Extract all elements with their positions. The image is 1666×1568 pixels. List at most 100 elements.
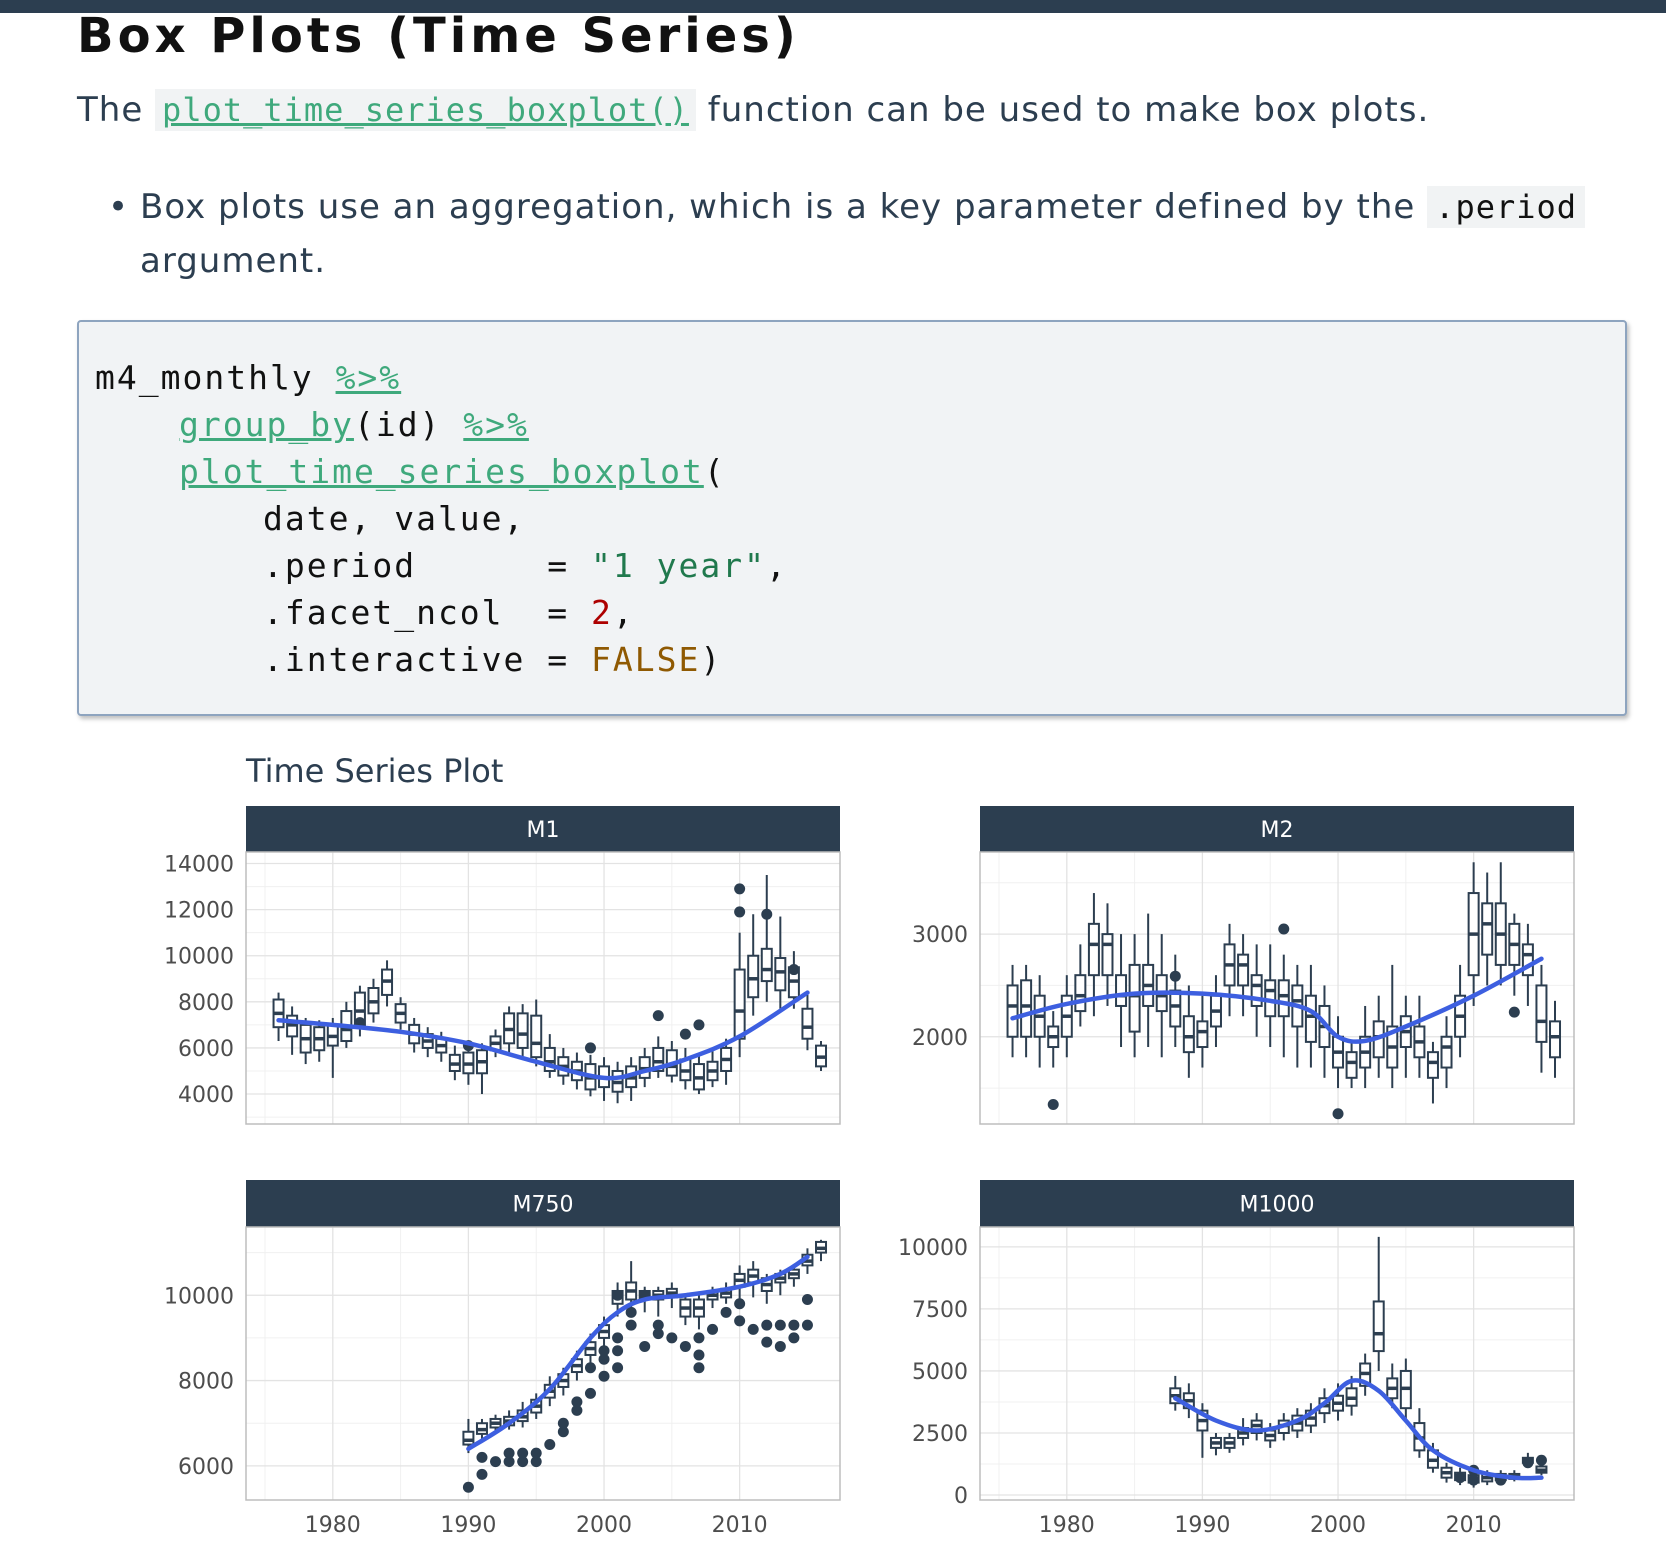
outlier-point <box>734 883 746 895</box>
code-line-4: date, value, <box>263 499 525 538</box>
facet-strip <box>246 806 840 852</box>
plot-background <box>246 1227 840 1500</box>
panel-border <box>979 1226 1575 1501</box>
panel-border <box>245 851 841 1125</box>
box <box>774 957 787 992</box>
outlier-point <box>584 1362 596 1374</box>
box <box>1196 1020 1209 1049</box>
facet-panel-m2: M2 2000 3000 <box>912 806 1575 1125</box>
outlier-point <box>801 1294 813 1306</box>
outlier-point <box>734 1298 746 1310</box>
box <box>1304 994 1317 1043</box>
outlier-point <box>490 1456 502 1468</box>
box <box>1182 1015 1195 1054</box>
chart-title: Time Series Plot <box>245 752 503 790</box>
outlier-point <box>517 1456 529 1468</box>
box <box>1115 974 1128 1007</box>
outlier-point <box>720 1306 732 1318</box>
box <box>1101 933 1114 977</box>
pipe-link[interactable]: %>% <box>335 358 402 397</box>
outlier-point <box>788 1319 800 1331</box>
outlier-point <box>734 1315 746 1327</box>
y-tick-label: 10000 <box>164 945 234 970</box>
outlier-point <box>1454 1472 1466 1484</box>
y-tick-label: 6000 <box>178 1455 234 1480</box>
box <box>760 947 773 983</box>
smooth-line <box>1010 956 1544 1044</box>
y-tick-label: 4000 <box>178 1083 234 1108</box>
outlier-point <box>1508 1006 1520 1018</box>
outlier-point <box>1468 1474 1480 1486</box>
outlier-point <box>801 1319 813 1331</box>
group-by-link[interactable]: group_by <box>179 405 354 444</box>
outlier-point <box>571 1396 583 1408</box>
outlier-point <box>761 1336 773 1348</box>
bullet-dot: • <box>108 187 130 227</box>
outlier-point <box>612 1332 624 1344</box>
bullet-text-before: Box plots use an aggregation, which is a… <box>140 187 1428 227</box>
code-text: date, value, <box>263 499 526 538</box>
outlier-point <box>584 1387 596 1399</box>
outlier-point <box>788 964 800 976</box>
box <box>1237 953 1250 987</box>
box <box>462 1430 475 1446</box>
outlier-point <box>666 1332 678 1344</box>
time-series-boxplot-figure: Time Series Plot M1 4000 6000 8000 10000 12000… <box>164 752 1575 1538</box>
outlier-point <box>517 1447 529 1459</box>
code-number: 2 <box>591 593 613 632</box>
facet-strip-label: M750 <box>513 1193 574 1218</box>
outlier-point <box>652 1328 664 1340</box>
outlier-point <box>612 1289 624 1301</box>
facet-panel-m1: M1 4000 6000 8000 10000 12000 14000 <box>164 806 841 1125</box>
x-tick-label: 2010 <box>1446 1513 1502 1538</box>
box <box>1372 1300 1385 1353</box>
pipe-link[interactable]: %>% <box>463 405 529 444</box>
box <box>1128 963 1141 1033</box>
outlier-point <box>788 1332 800 1344</box>
code-arg-period: .period = <box>263 546 592 585</box>
y-tick-label: 12000 <box>164 899 234 924</box>
y-tick-label: 8000 <box>178 991 234 1016</box>
boxplot-function-link[interactable]: plot_time_series_boxplot <box>179 452 704 491</box>
box <box>1006 984 1019 1038</box>
box <box>747 954 760 999</box>
outlier-point <box>679 1028 691 1040</box>
outlier-point <box>774 1340 786 1352</box>
facet-panel-m750: M750 6000 8000 10000 1980 1990 2000 2010 <box>164 1180 841 1538</box>
y-tick-label: 2500 <box>912 1422 968 1447</box>
outlier-point <box>679 1340 691 1352</box>
function-link[interactable]: plot_time_series_boxplot() <box>155 89 696 131</box>
outlier-point <box>598 1345 610 1357</box>
outlier-point <box>544 1439 556 1451</box>
code-punct: ) <box>700 640 723 679</box>
box <box>1549 1020 1562 1059</box>
x-tick-label: 1980 <box>1039 1513 1095 1538</box>
outlier-point <box>1535 1454 1547 1466</box>
box <box>1426 1051 1439 1079</box>
outlier-point <box>530 1447 542 1459</box>
code-line-2: group_by(id) %>% <box>179 405 529 444</box>
outlier-point <box>503 1456 515 1468</box>
y-tick-label: 2000 <box>912 1026 968 1051</box>
outlier-point <box>557 1426 569 1438</box>
panel-border <box>245 1226 841 1501</box>
panel-border <box>979 851 1575 1125</box>
outlier-point <box>693 1349 705 1361</box>
box <box>1250 974 1263 1007</box>
outlier-point <box>1522 1457 1534 1469</box>
y-tick-label: 10000 <box>898 1236 968 1261</box>
code-block[interactable]: m4_monthly %>% group_by(id) %>% plot_tim… <box>77 320 1627 716</box>
outlier-point <box>598 1353 610 1365</box>
outlier-point <box>693 1332 705 1344</box>
outlier-point <box>747 1323 759 1335</box>
outlier-point <box>734 906 746 918</box>
facet-strip-label: M1 <box>527 818 560 843</box>
box <box>1521 943 1534 977</box>
outlier-point <box>652 1319 664 1331</box>
facet-panel-m1000: M1000 0 2500 5000 7500 10000 1980 1990 2000 2010 <box>898 1180 1575 1538</box>
code-punct: , <box>612 593 635 632</box>
outlier-point <box>1278 923 1290 935</box>
outlier-point <box>761 908 773 920</box>
x-tick-label: 1980 <box>305 1513 361 1538</box>
outlier-point <box>707 1323 719 1335</box>
